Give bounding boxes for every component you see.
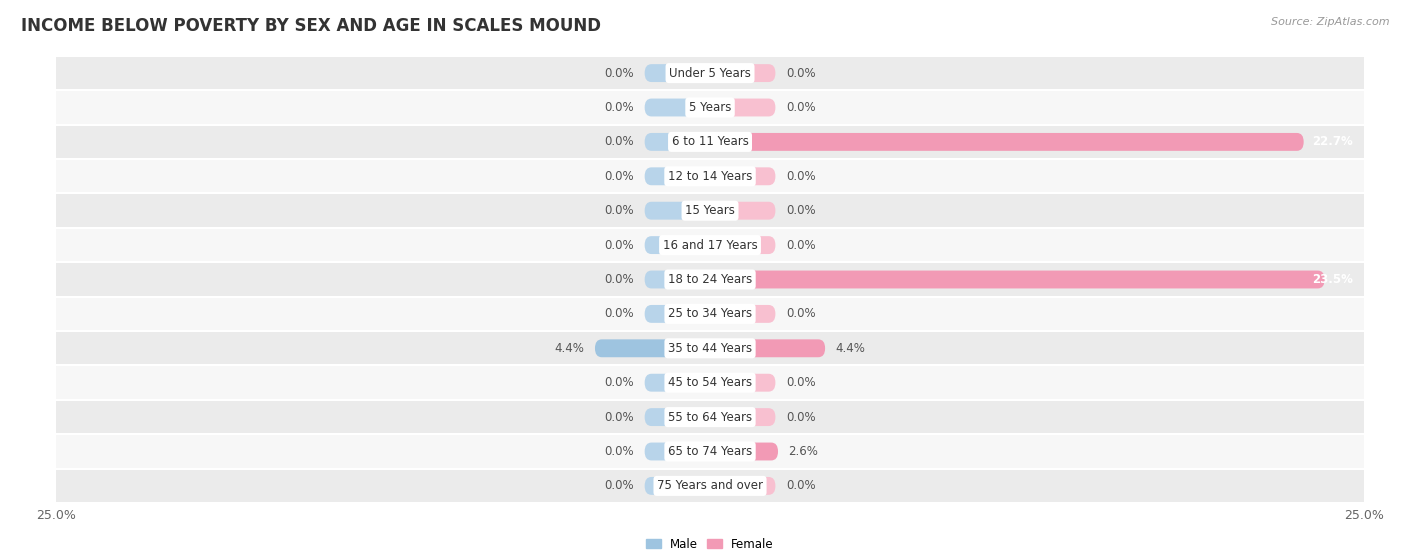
FancyBboxPatch shape [644, 236, 710, 254]
Bar [56, 366, 1364, 400]
FancyBboxPatch shape [644, 98, 710, 116]
Text: 0.0%: 0.0% [605, 239, 634, 252]
Text: 5 Years: 5 Years [689, 101, 731, 114]
Text: 6 to 11 Years: 6 to 11 Years [672, 135, 748, 148]
Text: Under 5 Years: Under 5 Years [669, 67, 751, 79]
Bar [56, 56, 1364, 91]
Text: 0.0%: 0.0% [605, 170, 634, 183]
FancyBboxPatch shape [710, 133, 1303, 151]
FancyBboxPatch shape [710, 236, 776, 254]
Bar [56, 331, 1364, 366]
FancyBboxPatch shape [710, 339, 825, 357]
Text: 65 to 74 Years: 65 to 74 Years [668, 445, 752, 458]
FancyBboxPatch shape [710, 64, 776, 82]
Text: 0.0%: 0.0% [605, 445, 634, 458]
Text: 75 Years and over: 75 Years and over [657, 480, 763, 492]
Text: 0.0%: 0.0% [786, 307, 815, 320]
Text: 0.0%: 0.0% [605, 307, 634, 320]
Text: 0.0%: 0.0% [786, 101, 815, 114]
FancyBboxPatch shape [644, 202, 710, 220]
FancyBboxPatch shape [710, 477, 776, 495]
Text: 0.0%: 0.0% [605, 135, 634, 148]
FancyBboxPatch shape [710, 98, 776, 116]
Text: 0.0%: 0.0% [605, 273, 634, 286]
FancyBboxPatch shape [710, 408, 776, 426]
Text: 25 to 34 Years: 25 to 34 Years [668, 307, 752, 320]
Text: 0.0%: 0.0% [605, 376, 634, 389]
FancyBboxPatch shape [644, 305, 710, 323]
Text: 16 and 17 Years: 16 and 17 Years [662, 239, 758, 252]
FancyBboxPatch shape [710, 374, 776, 392]
Bar [56, 262, 1364, 297]
Text: 45 to 54 Years: 45 to 54 Years [668, 376, 752, 389]
FancyBboxPatch shape [644, 271, 710, 288]
Bar [56, 91, 1364, 125]
Text: 18 to 24 Years: 18 to 24 Years [668, 273, 752, 286]
Text: 0.0%: 0.0% [605, 101, 634, 114]
Text: 0.0%: 0.0% [786, 480, 815, 492]
Text: 0.0%: 0.0% [786, 239, 815, 252]
Text: 35 to 44 Years: 35 to 44 Years [668, 342, 752, 355]
Text: 2.6%: 2.6% [789, 445, 818, 458]
FancyBboxPatch shape [644, 64, 710, 82]
Text: 0.0%: 0.0% [786, 204, 815, 217]
Bar [56, 159, 1364, 193]
Text: Source: ZipAtlas.com: Source: ZipAtlas.com [1271, 17, 1389, 27]
FancyBboxPatch shape [595, 339, 710, 357]
FancyBboxPatch shape [710, 271, 1324, 288]
Text: 12 to 14 Years: 12 to 14 Years [668, 170, 752, 183]
Text: 0.0%: 0.0% [786, 376, 815, 389]
Bar [56, 297, 1364, 331]
FancyBboxPatch shape [644, 374, 710, 392]
FancyBboxPatch shape [710, 167, 776, 185]
Bar [56, 400, 1364, 434]
FancyBboxPatch shape [644, 133, 710, 151]
FancyBboxPatch shape [710, 443, 778, 461]
FancyBboxPatch shape [644, 408, 710, 426]
Bar [56, 468, 1364, 503]
FancyBboxPatch shape [710, 202, 776, 220]
Text: 4.4%: 4.4% [554, 342, 585, 355]
Text: 15 Years: 15 Years [685, 204, 735, 217]
Text: 4.4%: 4.4% [835, 342, 866, 355]
FancyBboxPatch shape [644, 477, 710, 495]
Text: INCOME BELOW POVERTY BY SEX AND AGE IN SCALES MOUND: INCOME BELOW POVERTY BY SEX AND AGE IN S… [21, 17, 602, 35]
Text: 0.0%: 0.0% [605, 411, 634, 424]
FancyBboxPatch shape [644, 443, 710, 461]
Text: 22.7%: 22.7% [1313, 135, 1354, 148]
Bar [56, 434, 1364, 468]
Text: 0.0%: 0.0% [605, 67, 634, 79]
Text: 55 to 64 Years: 55 to 64 Years [668, 411, 752, 424]
FancyBboxPatch shape [710, 305, 776, 323]
Text: 0.0%: 0.0% [786, 170, 815, 183]
Text: 0.0%: 0.0% [786, 411, 815, 424]
Bar [56, 193, 1364, 228]
Bar [56, 125, 1364, 159]
Text: 0.0%: 0.0% [605, 480, 634, 492]
Text: 0.0%: 0.0% [786, 67, 815, 79]
Text: 23.5%: 23.5% [1312, 273, 1354, 286]
Legend: Male, Female: Male, Female [641, 533, 779, 555]
Bar [56, 228, 1364, 262]
FancyBboxPatch shape [644, 167, 710, 185]
Text: 0.0%: 0.0% [605, 204, 634, 217]
